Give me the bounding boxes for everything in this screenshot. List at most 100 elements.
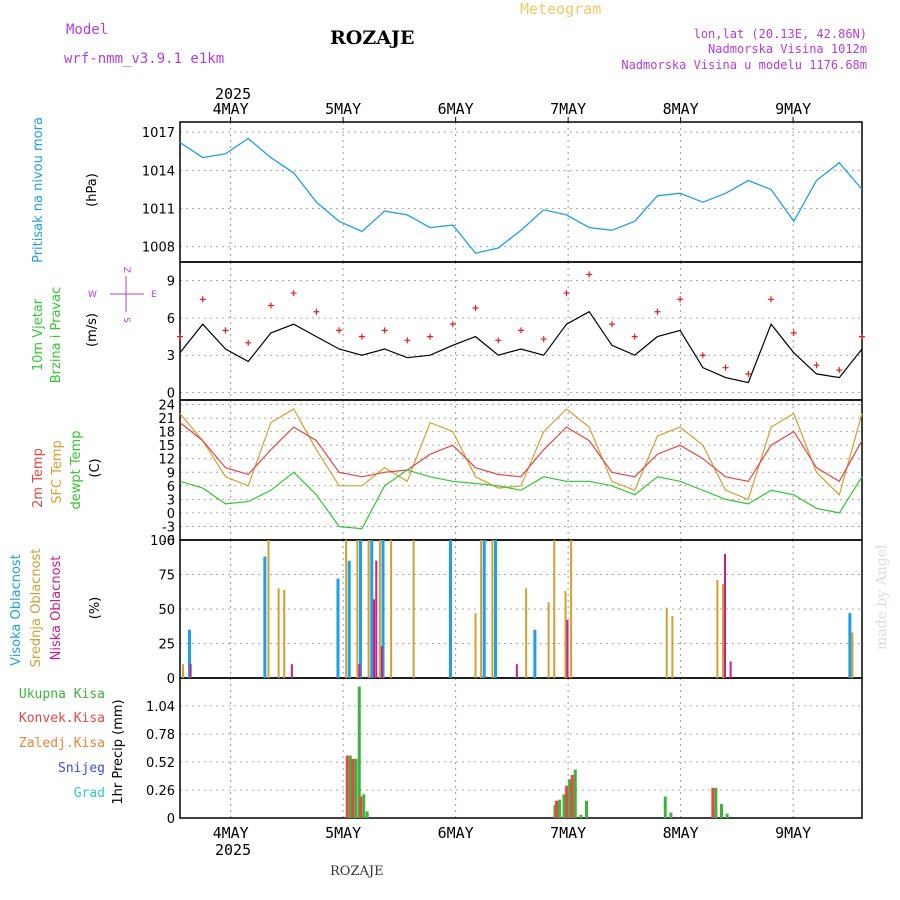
wind-gust-marker bbox=[313, 308, 320, 315]
cloud-mid-bar bbox=[665, 607, 668, 678]
cloud-low-bar bbox=[380, 646, 383, 678]
top-day-label: 4MAY bbox=[213, 100, 249, 118]
y-tick-label: 12 bbox=[158, 453, 175, 468]
wind-gust-marker bbox=[699, 352, 706, 359]
wind-gust-marker bbox=[813, 362, 820, 369]
wind-gust-marker bbox=[245, 339, 252, 346]
cloud-low-bar bbox=[375, 560, 378, 678]
precip-total-bar bbox=[357, 686, 361, 818]
precip-total-bar bbox=[573, 769, 577, 818]
y-tick-label: 6 bbox=[167, 312, 175, 327]
y-tick-label: 1008 bbox=[142, 241, 175, 256]
wind-title-1: 10m Vjetar bbox=[31, 298, 46, 371]
cloud-mid-bar bbox=[851, 632, 854, 678]
cloud-mid-bar bbox=[570, 540, 573, 678]
cloud-high-bar bbox=[359, 540, 362, 678]
cloud-low-bar bbox=[373, 599, 375, 678]
wind-gust-marker bbox=[631, 333, 638, 340]
panel-wind: 9 6 3 0 bbox=[167, 261, 863, 402]
precip-total-bar bbox=[714, 787, 718, 818]
temp-2m-line bbox=[179, 422, 863, 483]
precip-conv-bar bbox=[359, 796, 363, 818]
precip-total-bar bbox=[579, 814, 583, 818]
cloud-mid-bar bbox=[547, 602, 550, 678]
top-day-label: 7MAY bbox=[550, 100, 586, 118]
cloud-high-bar bbox=[188, 629, 191, 678]
cloud-mid-bar bbox=[716, 580, 719, 678]
panels: 1017101410111008963024211815129630-3-610… bbox=[142, 121, 865, 827]
panel-pressure: 1017 1014 1011 1008 bbox=[142, 121, 863, 263]
precip-conv-bar bbox=[565, 785, 569, 818]
wind-unit: (m/s) bbox=[85, 313, 100, 347]
cloud-unit: (%) bbox=[88, 597, 103, 620]
year-label-bottom: 2025 bbox=[215, 841, 251, 859]
cloud-title-low: Niska Oblacnost bbox=[49, 556, 64, 661]
y-tick-label: 0.78 bbox=[146, 728, 175, 743]
temp-title-2m: 2m Temp bbox=[31, 448, 46, 508]
precip-total-bar bbox=[348, 755, 352, 818]
wind-gust-marker bbox=[427, 333, 434, 340]
wind-gust-marker bbox=[745, 370, 752, 377]
y-tick-label: 3 bbox=[167, 493, 175, 508]
cloud-high-bar bbox=[494, 540, 497, 678]
cloud-high-bar bbox=[449, 540, 452, 678]
cloud-low-bar bbox=[290, 664, 293, 678]
cloud-mid-bar bbox=[722, 584, 724, 678]
y-tick-label: 9 bbox=[167, 275, 175, 290]
precip-total-bar bbox=[663, 796, 667, 818]
wind-gust-marker bbox=[540, 336, 547, 343]
wind-gust-marker bbox=[336, 327, 343, 334]
model-elevation-text: Nadmorska Visina u modelu 1176.68m bbox=[621, 58, 867, 72]
y-tick-label: 0.26 bbox=[146, 784, 175, 799]
bottom-day-label: 7MAY bbox=[550, 824, 586, 842]
cloud-mid-bar bbox=[553, 540, 556, 678]
precip-legend-frz: Zaledj.Kisa bbox=[19, 736, 105, 751]
cloud-mid-bar bbox=[390, 540, 393, 678]
top-day-label: 8MAY bbox=[663, 100, 699, 118]
cloud-mid-bar bbox=[356, 540, 359, 678]
cloud-low-bar bbox=[515, 664, 518, 678]
y-tick-label: 18 bbox=[158, 426, 175, 441]
y-tick-label: 75 bbox=[158, 569, 175, 584]
cloud-mid-bar bbox=[345, 540, 348, 678]
y-tick-label: 0.52 bbox=[146, 756, 175, 771]
bottom-day-label: 4MAY bbox=[213, 824, 249, 842]
y-tick-label: 25 bbox=[158, 638, 175, 653]
cloud-low-bar bbox=[358, 664, 361, 678]
wind-gust-marker bbox=[654, 308, 661, 315]
precip-conv-bar bbox=[555, 800, 558, 818]
cloud-mid-bar bbox=[367, 540, 370, 678]
elevation-text: Nadmorska Visina 1012m bbox=[708, 42, 867, 56]
wind-gust-marker bbox=[381, 327, 388, 334]
cloud-title-mid: Srednja Oblacnost bbox=[29, 549, 44, 668]
cloud-high-bar bbox=[482, 540, 486, 678]
wind-gust-marker bbox=[449, 321, 456, 328]
precip-unit: 1hr Precip (mm) bbox=[111, 699, 126, 804]
bottom-day-label: 8MAY bbox=[663, 824, 699, 842]
cloud-high-bar bbox=[848, 613, 852, 678]
wind-gust-marker bbox=[677, 296, 684, 303]
wind-gust-marker bbox=[199, 296, 206, 303]
wind-gust-marker bbox=[768, 296, 775, 303]
cloud-high-bar bbox=[533, 629, 537, 678]
precip-total-bar bbox=[558, 799, 561, 818]
precip-conv-bar bbox=[570, 774, 574, 818]
cloud-low-bar bbox=[189, 664, 192, 678]
y-tick-label: 9 bbox=[167, 466, 175, 481]
cloud-mid-bar bbox=[525, 588, 528, 678]
pressure-line bbox=[179, 137, 863, 254]
wind-gust-marker bbox=[177, 333, 183, 340]
bottom-day-labels: 4MAY 5MAY 6MAY 7MAY 8MAY 9MAY bbox=[213, 824, 812, 842]
coords-text: lon,lat (20.13E, 42.86N) bbox=[694, 27, 867, 41]
y-tick-label: 21 bbox=[158, 412, 175, 427]
wind-gust-marker bbox=[267, 302, 274, 309]
temp-title-dewpt: dewpt Temp bbox=[69, 430, 84, 509]
model-label: Model bbox=[66, 22, 108, 38]
cloud-high-bar bbox=[381, 540, 385, 678]
y-tick-label: 0 bbox=[167, 672, 175, 687]
wind-gust-marker bbox=[472, 305, 479, 311]
y-tick-label: -3 bbox=[162, 520, 175, 535]
compass-n: Z bbox=[121, 267, 131, 273]
y-tick-label: 0 bbox=[167, 507, 175, 522]
